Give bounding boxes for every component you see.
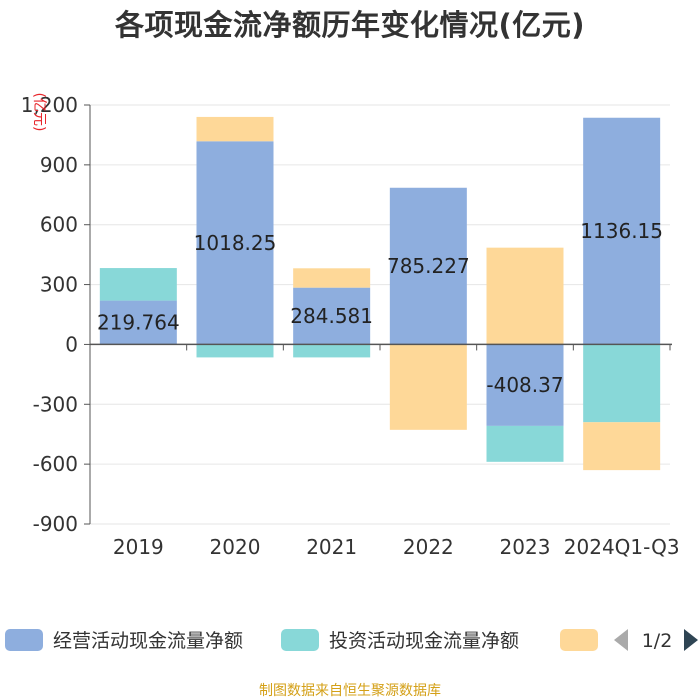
bar-2021-series-0 — [293, 287, 371, 345]
bar-2024Q1-Q3-series-2 — [583, 422, 661, 471]
legend-next-page-icon — [684, 629, 698, 651]
bar-2020-series-1 — [196, 344, 274, 358]
bar-2024Q1-Q3-series-0 — [583, 117, 661, 345]
x-tick-label-4: 2023 — [500, 535, 551, 559]
legend: 经营活动现金流量净额 投资活动现金流量净额 1/2 — [5, 629, 698, 652]
bar-2019-series-0 — [99, 300, 177, 345]
axes: 1,200 900 600 300 0 -300 -600 -900 2019 2020 2021 2… — [21, 93, 680, 559]
data-label-2023: -408.37 — [486, 373, 563, 397]
y-tick-label-2: 600 — [40, 213, 78, 237]
legend-swatch-0 — [5, 629, 43, 651]
bars — [99, 116, 661, 471]
y-tick-label-4: 0 — [65, 332, 78, 356]
x-tick-label-1: 2020 — [210, 535, 261, 559]
bar-2019-series-1 — [99, 268, 177, 301]
chart-title: 各项现金流净额历年变化情况(亿元) — [114, 8, 585, 42]
bar-2022-series-0 — [389, 187, 467, 345]
legend-page-indicator: 1/2 — [642, 630, 673, 652]
source-note: 制图数据来自恒生聚源数据库 — [259, 683, 441, 699]
data-labels: 219.764 1018.25 284.581 785.227 -408.37 1136.… — [97, 219, 663, 397]
legend-label-0: 经营活动现金流量净额 — [53, 630, 243, 652]
bar-2023-series-0 — [486, 344, 564, 426]
y-tick-label-1: 900 — [40, 153, 78, 177]
y-tick-label-0: 1,200 — [21, 93, 78, 117]
bar-2021-series-2 — [293, 268, 371, 288]
x-tick-label-0: 2019 — [113, 535, 164, 559]
grid-lines — [90, 104, 670, 525]
bar-2020-series-2 — [196, 116, 274, 142]
y-tick-label-3: 300 — [40, 273, 78, 297]
x-tick-label-3: 2022 — [403, 535, 454, 559]
data-label-2024Q1-Q3: 1136.15 — [580, 219, 663, 243]
bar-2020-series-0 — [196, 141, 274, 345]
y-tick-label-6: -600 — [33, 452, 78, 476]
legend-prev-page-icon — [614, 629, 628, 651]
bar-2023-series-2 — [486, 247, 564, 345]
bar-2023-series-1 — [486, 425, 564, 462]
data-label-2019: 219.764 — [97, 311, 180, 335]
legend-swatch-2 — [560, 629, 598, 651]
x-tick-label-2: 2021 — [306, 535, 357, 559]
bar-2022-series-2 — [389, 344, 467, 430]
y-tick-label-5: -300 — [33, 392, 78, 416]
data-label-2021: 284.581 — [290, 304, 373, 328]
legend-swatch-1 — [281, 629, 319, 651]
data-label-2022: 785.227 — [387, 254, 470, 278]
y-axis-unit-label: (亿元) — [31, 93, 47, 132]
y-tick-label-7: -900 — [33, 512, 78, 536]
legend-label-1: 投资活动现金流量净额 — [329, 630, 519, 652]
bar-2024Q1-Q3-series-1 — [583, 344, 661, 423]
bar-2021-series-1 — [293, 344, 371, 358]
x-tick-label-5: 2024Q1-Q3 — [564, 535, 680, 559]
data-label-2020: 1018.25 — [194, 231, 277, 255]
